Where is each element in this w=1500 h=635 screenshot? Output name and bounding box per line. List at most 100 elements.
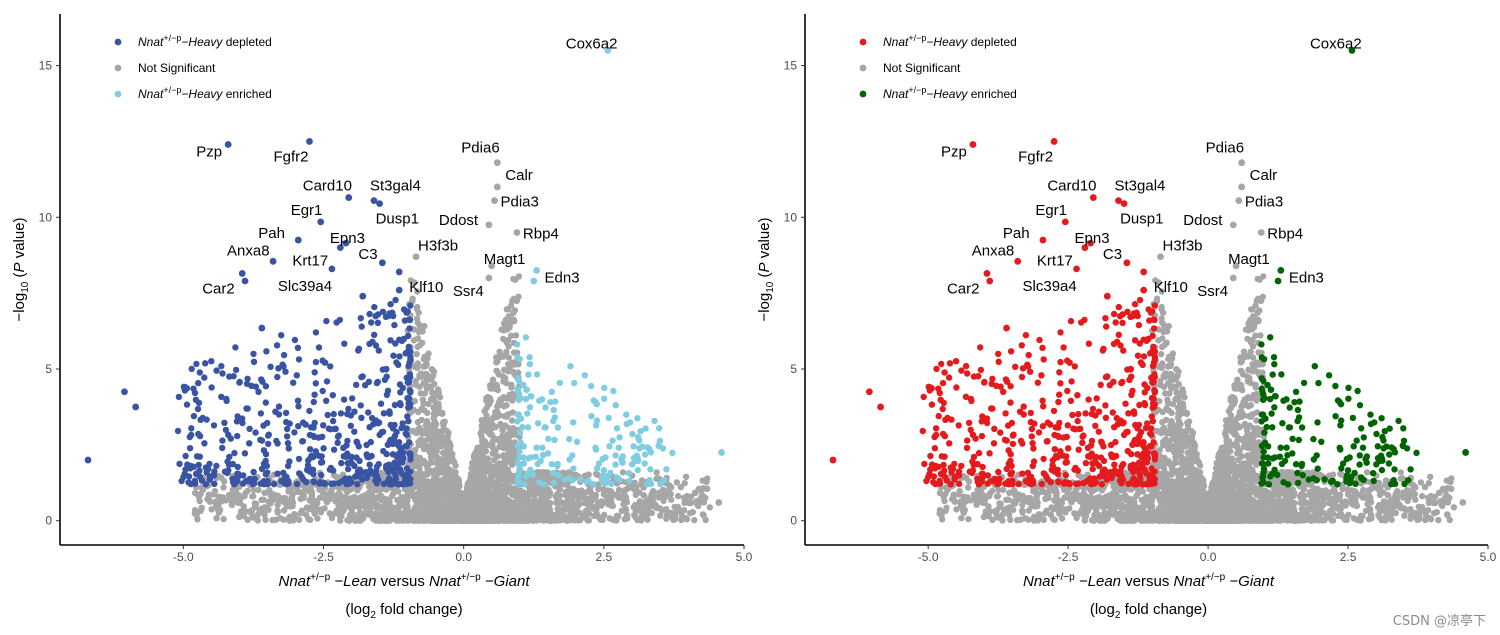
data-point-ns: [689, 509, 696, 516]
data-point-ns: [621, 487, 629, 494]
data-point-depleted: [295, 423, 302, 430]
data-point-enriched: [566, 435, 573, 443]
data-point-depleted: [407, 468, 414, 475]
data-point-depleted: [365, 409, 372, 416]
data-point-depleted: [311, 391, 318, 398]
gene-label-ddost: Ddost: [439, 212, 479, 229]
y-tick-label: 15: [39, 59, 53, 73]
data-point-depleted: [390, 352, 397, 359]
data-point-enriched: [520, 460, 528, 467]
data-point-ns: [618, 507, 625, 514]
data-point-ns: [442, 461, 450, 468]
data-point-ns: [500, 378, 507, 385]
data-point-enriched: [614, 475, 622, 482]
data-point-ns: [357, 517, 364, 524]
data-point-depleted: [208, 358, 215, 365]
gene-label-klf10: Klf10: [409, 279, 443, 296]
data-point-enriched: [525, 371, 532, 378]
data-point-ns: [681, 499, 688, 507]
gene-label-slc39a4: Slc39a4: [278, 278, 332, 295]
data-point-enriched: [571, 379, 578, 387]
data-point-ns: [326, 494, 333, 502]
data-point-enriched: [552, 398, 559, 405]
data-point-ns: [687, 493, 695, 500]
data-point-enriched: [599, 475, 606, 482]
data-point-depleted: [380, 410, 388, 417]
data-point-enriched: [534, 420, 542, 427]
data-point-ns: [438, 443, 445, 450]
data-point-depleted: [358, 414, 365, 421]
data-point-ns: [370, 515, 377, 522]
data-point-enriched: [625, 470, 633, 477]
data-point-ns: [249, 493, 256, 500]
data-point-ns: [440, 422, 447, 430]
data-point-ns: [577, 516, 584, 524]
data-point-depleted: [379, 366, 386, 373]
data-point-ns: [653, 475, 660, 482]
data-point-enriched: [551, 414, 558, 421]
data-point-ns: [695, 499, 702, 506]
data-point-depleted: [264, 469, 271, 476]
data-point-enriched: [522, 473, 530, 480]
data-point-depleted: [273, 342, 281, 349]
data-point-depleted: [240, 472, 247, 479]
data-point-depleted: [210, 422, 218, 429]
gene-label-pdia3: Pdia3: [501, 194, 539, 211]
data-point-depleted: [369, 414, 376, 422]
data-point-ns: [558, 514, 565, 521]
data-point-depleted: [257, 436, 264, 443]
data-point-depleted: [406, 316, 414, 324]
data-point-enriched: [612, 461, 619, 468]
data-point-ns: [220, 515, 227, 523]
data-point-enriched: [612, 402, 619, 409]
gene-label-st3gal4: St3gal4: [370, 178, 421, 195]
data-point-ns: [415, 461, 422, 468]
data-point-enriched: [516, 356, 523, 363]
data-point-ns: [300, 488, 307, 496]
data-point-ns: [296, 516, 303, 524]
data-point-ns: [653, 504, 661, 511]
data-point-depleted: [219, 444, 226, 452]
data-point-ns: [519, 510, 526, 518]
data-point-ns: [703, 478, 710, 486]
data-point-depleted: [299, 438, 307, 445]
data-point-ns: [465, 481, 473, 488]
data-point-enriched: [556, 379, 563, 387]
data-point-ns: [1247, 402, 1255, 409]
data-point-enriched: [593, 401, 600, 408]
gene-label-anxa8: Anxa8: [227, 242, 270, 259]
data-point-enriched: [515, 411, 522, 418]
data-point-ns: [288, 496, 296, 503]
data-point-depleted: [250, 480, 258, 487]
data-point-depleted: [246, 425, 253, 432]
data-point-depleted: [306, 407, 313, 415]
data-point-enriched: [539, 452, 547, 459]
data-point-depleted: [319, 357, 326, 364]
data-point-enriched: [521, 481, 528, 488]
data-point-enriched: [573, 438, 581, 445]
data-point-ns: [291, 511, 298, 518]
data-point-enriched: [551, 436, 558, 444]
data-point-ns: [421, 353, 428, 360]
data-point-depleted: [280, 351, 288, 359]
data-point-enriched: [522, 334, 530, 341]
data-point-depleted: [243, 405, 250, 412]
data-point-enriched: [663, 466, 670, 473]
data-point-depleted: [193, 360, 200, 368]
data-point-ns: [249, 514, 256, 521]
data-point-ns: [430, 394, 437, 401]
data-point-ns: [267, 489, 274, 497]
data-point-enriched: [570, 419, 577, 426]
data-point-depleted: [401, 477, 409, 485]
data-point-depleted: [282, 368, 289, 375]
data-point-ns: [420, 510, 427, 517]
data-point-depleted: [286, 420, 293, 427]
data-point-ns: [484, 455, 491, 462]
data-point-enriched: [593, 417, 601, 424]
data-point-ns: [421, 437, 428, 445]
data-point-ns: [478, 505, 486, 512]
data-point-enriched: [545, 435, 552, 442]
data-point-depleted: [208, 384, 215, 391]
data-point-enriched: [519, 423, 526, 431]
data-point-depleted: [352, 473, 359, 480]
